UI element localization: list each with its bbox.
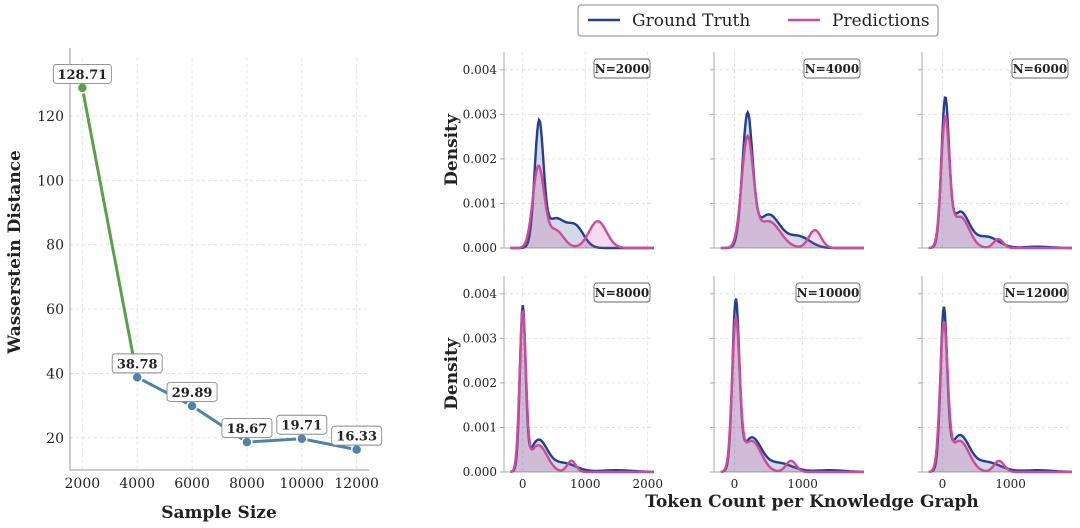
data-point: [241, 436, 253, 448]
panel-label-box: [1011, 58, 1069, 79]
predictions-area: [720, 135, 864, 248]
x-tick-label: 12000: [334, 476, 379, 492]
data-point: [186, 400, 198, 412]
data-label-box: [221, 418, 273, 439]
kde-panel: N=6000: [918, 52, 1072, 250]
y-tick-label: 0.001: [463, 196, 497, 210]
ground-truth-area: [510, 305, 654, 472]
y-tick-label: 0.003: [463, 331, 497, 345]
y-tick-label: 20: [46, 431, 64, 447]
predictions-curve: [510, 310, 654, 474]
kde-grid: 0.000 0.001 0.002 0.003 0.004 N=2000 N=4000 N=6…: [463, 52, 1073, 491]
x-tick-label: 8000: [229, 476, 265, 492]
panel-label: N=4000: [805, 62, 859, 76]
kde-panel: N=4000: [710, 52, 864, 250]
y-tick-label: 120: [37, 109, 64, 125]
panel-label-box: [1003, 282, 1069, 303]
data-label: 128.71: [57, 68, 107, 83]
data-label-box: [52, 63, 112, 84]
y-tick-label: 40: [46, 366, 64, 382]
panel-label: N=2000: [595, 62, 649, 76]
x-tick-label: 0: [519, 477, 527, 491]
predictions-area: [928, 321, 1072, 472]
y-tick-label: 0.001: [463, 420, 497, 434]
data-label-box: [166, 382, 218, 402]
data-point: [296, 432, 308, 445]
kde-panel: 0 1000 N=12000: [918, 276, 1073, 491]
data-label: 38.78: [117, 357, 158, 372]
panel-label: N=8000: [595, 286, 649, 300]
y-tick-label: 0.004: [463, 287, 498, 301]
predictions-area: [720, 316, 864, 472]
legend-label-predictions: Predictions: [832, 11, 930, 31]
legend: Ground Truth Predictions: [577, 4, 939, 37]
panel-label-box: [795, 282, 861, 303]
y-tick-label: 0.004: [463, 63, 498, 77]
panel-label: N=12000: [1005, 286, 1068, 300]
data-label-box: [276, 414, 328, 435]
y-tick-label: 0.000: [463, 241, 497, 255]
kde-panel: 0 1000 N=10000: [710, 276, 865, 491]
ground-truth-area: [720, 112, 864, 249]
data-label: 18.67: [227, 422, 268, 437]
data-label: 16.33: [336, 430, 377, 445]
x-tick-label: 0: [731, 477, 739, 491]
data-label-box: [331, 425, 383, 446]
panel-label: N=6000: [1013, 62, 1067, 76]
legend-box: [577, 4, 939, 37]
wasserstein-line-chart: 2000 4000 6000 8000 10000 12000 20 40 60 80 100 120…: [37, 48, 383, 492]
predictions-curve: [720, 316, 864, 474]
y-tick-label: 0.002: [463, 152, 497, 166]
kde-panel: 0.000 0.001 0.002 0.003 0.004 N=2000: [463, 52, 654, 255]
y-tick-label: 60: [46, 302, 64, 318]
predictions-curve: [928, 320, 1072, 474]
panel-label-box: [593, 282, 651, 303]
predictions-curve: [720, 133, 864, 250]
x-tick-label: 0: [939, 477, 947, 491]
data-label-box: [111, 353, 163, 374]
x-tick-label: 2000: [632, 477, 663, 491]
y-tick-label: 0.003: [463, 107, 497, 121]
x-tick-label: 1000: [995, 477, 1026, 491]
legend-label-ground-truth: Ground Truth: [632, 11, 750, 31]
right-y-axis-title-top: Density: [442, 113, 462, 186]
y-tick-label: 0.000: [463, 465, 497, 479]
right-x-axis-title: Token Count per Knowledge Graph: [645, 492, 978, 512]
y-tick-label: 80: [46, 238, 64, 254]
x-tick-label: 2000: [65, 476, 101, 492]
predictions-curve: [928, 115, 1072, 250]
x-tick-label: 1000: [570, 477, 601, 491]
ground-truth-area: [510, 120, 654, 248]
left-x-axis-title: Sample Size: [161, 503, 277, 523]
series-segment-first: [80, 87, 139, 378]
predictions-area: [510, 165, 654, 248]
panel-label-box: [593, 58, 651, 79]
ground-truth-curve: [510, 305, 654, 474]
right-y-axis-title-bottom: Density: [442, 337, 462, 410]
predictions-area: [510, 310, 654, 472]
y-tick-label: 100: [37, 173, 64, 189]
data-point: [350, 443, 363, 456]
predictions-area: [928, 116, 1072, 249]
y-tick-label: 0.002: [463, 376, 497, 390]
x-tick-label: 4000: [119, 476, 155, 492]
data-point: [76, 82, 89, 94]
kde-panel: 0.000 0.001 0.002 0.003 0.004 0 1000 2000 N=8000: [463, 276, 663, 491]
x-tick-label: 10000: [280, 476, 325, 492]
panel-label: N=10000: [797, 286, 860, 300]
data-point: [131, 371, 143, 384]
left-y-axis-title: Wasserstein Distance: [5, 150, 25, 355]
predictions-curve: [510, 164, 654, 250]
data-label: 19.71: [281, 419, 322, 434]
data-label: 29.89: [172, 386, 213, 401]
x-tick-label: 1000: [787, 477, 818, 491]
panel-label-box: [803, 58, 861, 79]
ground-truth-area: [928, 97, 1072, 248]
x-tick-label: 6000: [174, 476, 210, 492]
